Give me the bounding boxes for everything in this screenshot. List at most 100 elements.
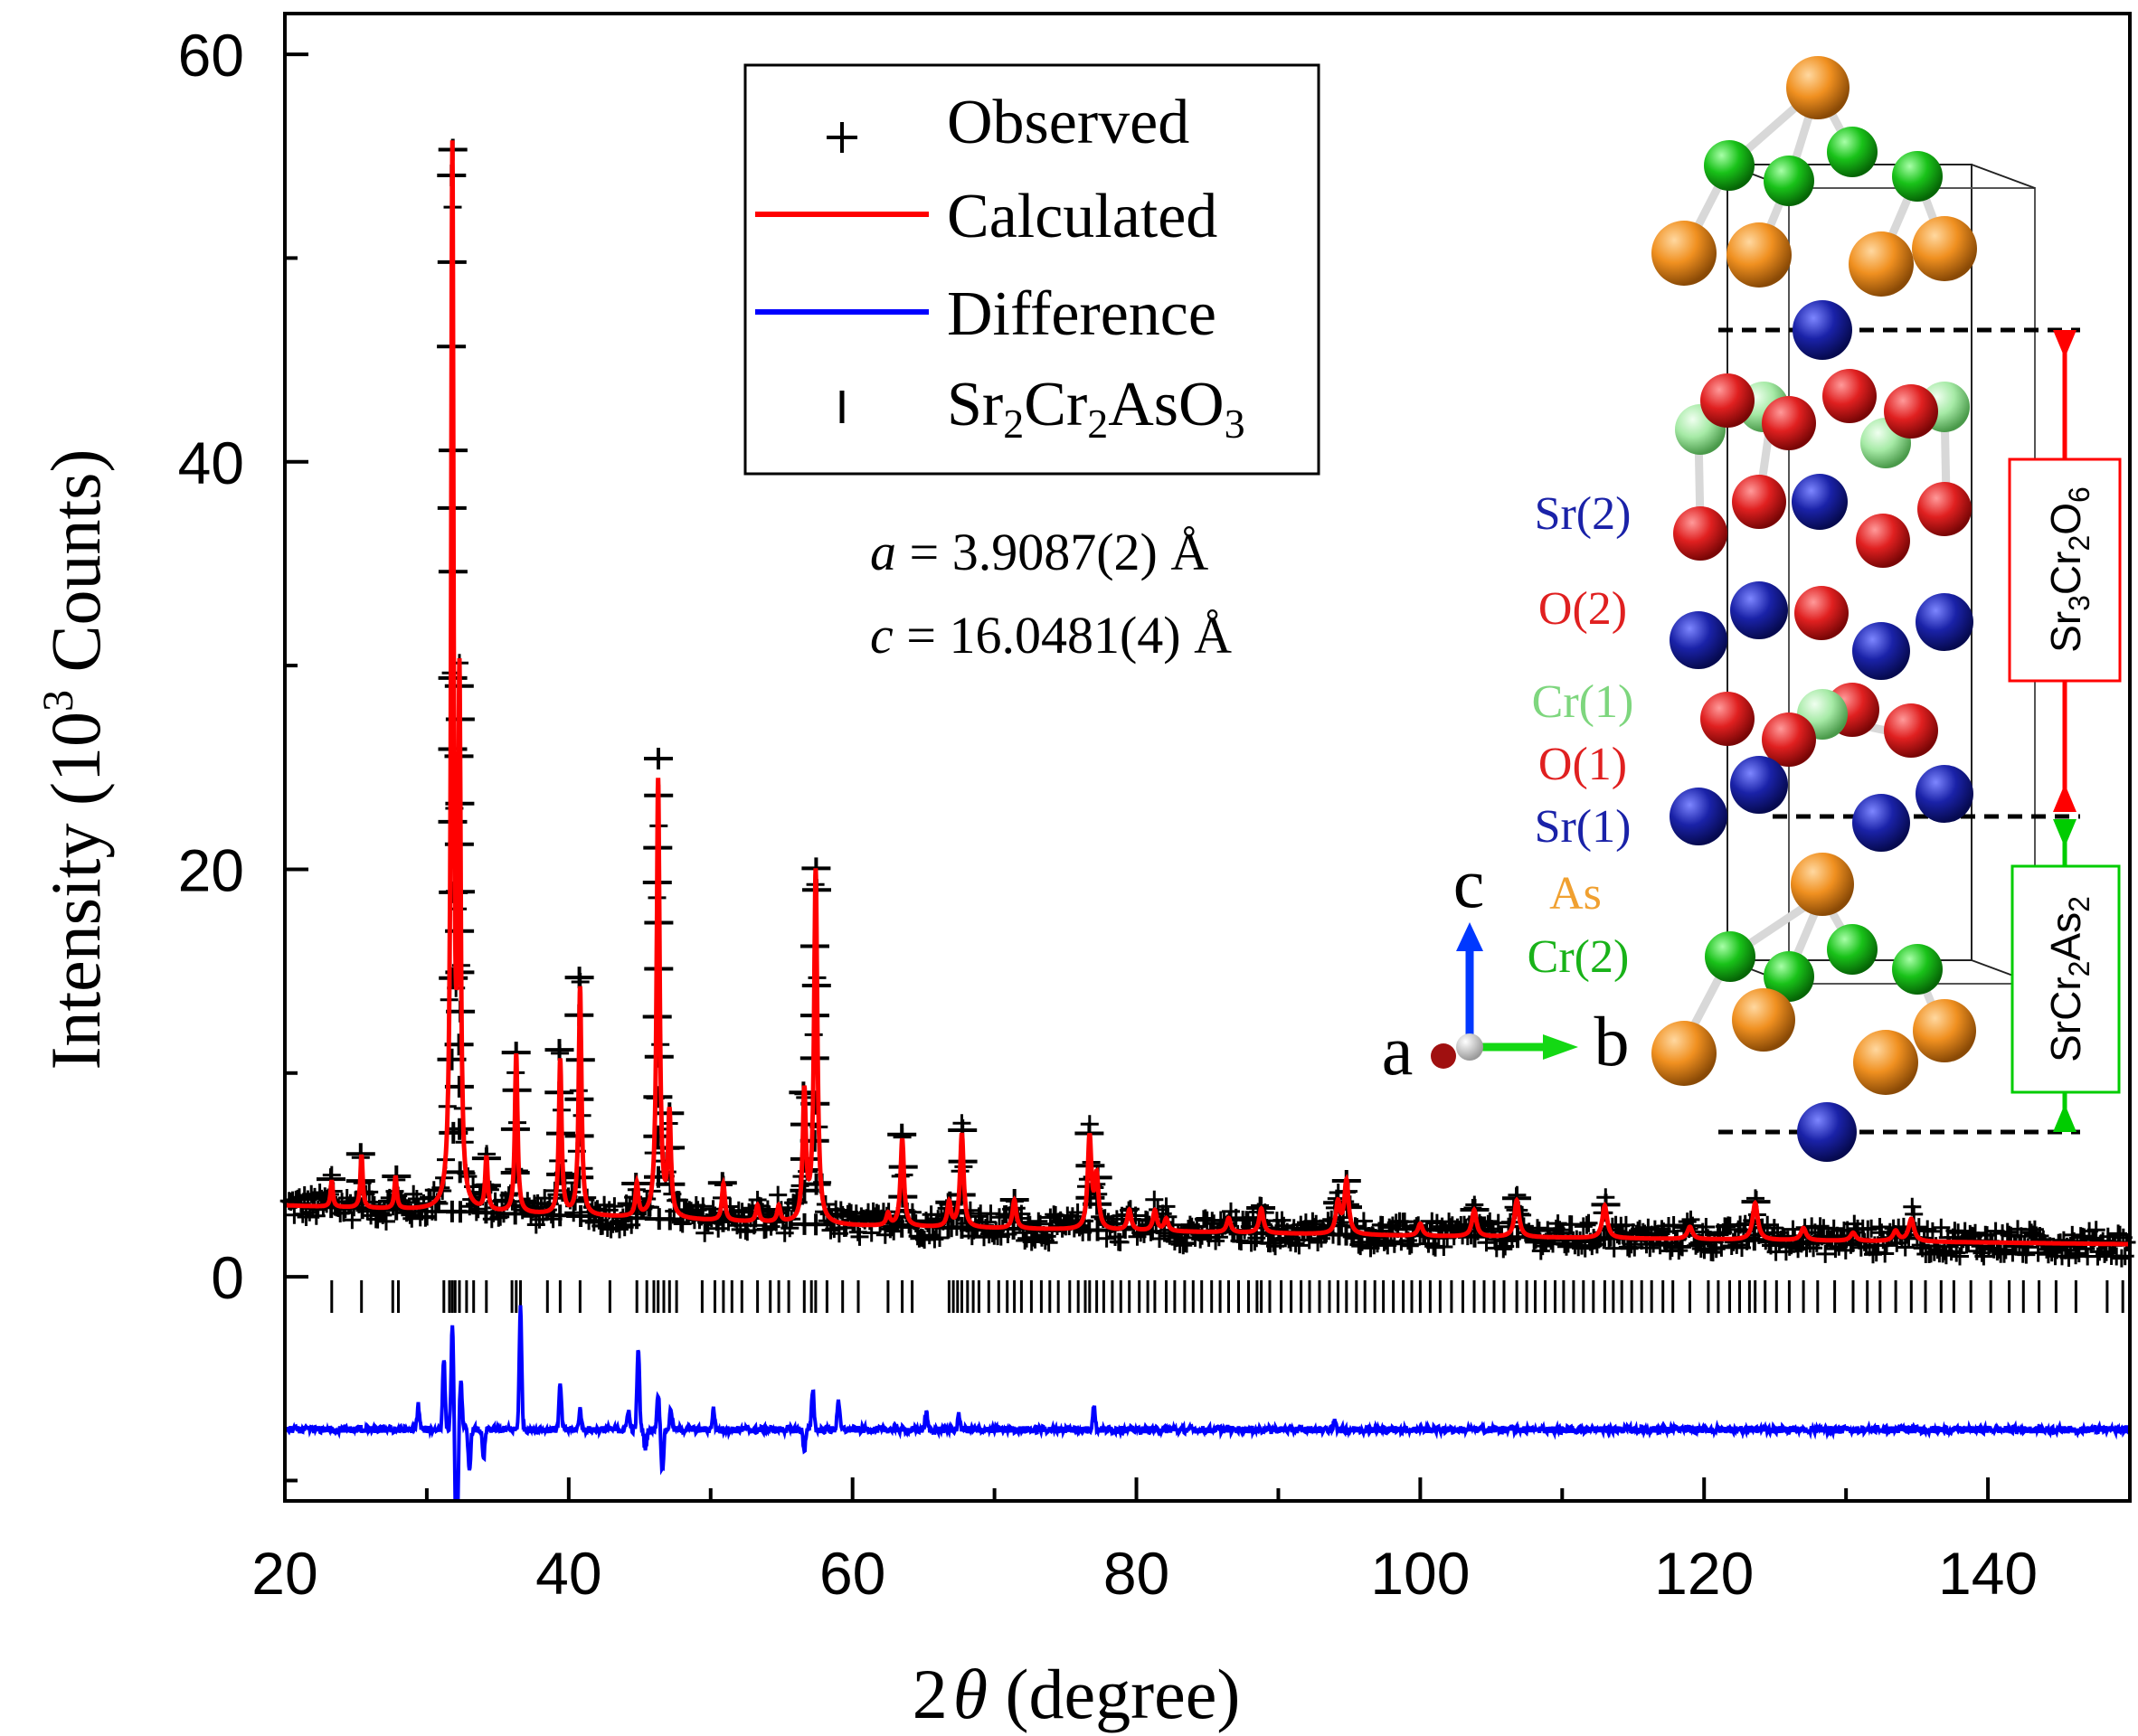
sr-atom [1852,622,1910,680]
axis-label-a: a [1382,1011,1414,1090]
observed-point [1434,1238,1453,1256]
observed-point [643,1086,673,1109]
observed-point [1932,1218,1951,1237]
atom-label-o1: O(1) [1538,739,1627,790]
atom-label-cr1: Cr(1) [1532,676,1634,728]
plot-frame [283,12,2132,1503]
observed-point [947,1217,977,1239]
legend-label-observed: Observed [947,88,1189,157]
observed-point [544,1039,574,1061]
observed-point [931,1229,949,1247]
observed-point [850,1227,869,1246]
observed-point [605,1197,624,1216]
observed-point [1174,1236,1193,1255]
observed-point [887,1215,917,1238]
sr-atom [1792,474,1848,530]
crystal-structure-inset: Sr3Cr2O6 SrCr2As2 Sr(2) O(2) Cr(1) O(1) … [1382,56,2122,1162]
observed-point [1712,1238,1731,1257]
observed-point [1903,1197,1922,1216]
legend: Observed Calculated Difference Sr2Cr2AsO… [743,63,1320,476]
axis-label-c: c [1453,844,1485,922]
observed-point [1577,1215,1596,1234]
sr-atom [1852,794,1910,852]
as-atom [1913,999,1976,1062]
sr-atom [1730,756,1788,814]
o-atom [1822,369,1877,423]
observed-point [1739,1229,1769,1251]
o-atom [1794,586,1849,640]
observed-point [1481,1212,1499,1231]
axis-origin-icon [1456,1033,1483,1061]
o-atom [1762,712,1816,767]
y-axis-title: Intensity (103 Counts) [34,449,115,1071]
atom-label-sr2: Sr(2) [1535,488,1632,540]
as-atom [1651,221,1717,286]
o-atom [1884,703,1938,758]
observed-point [1896,1238,1915,1257]
observed-point [1579,1213,1598,1232]
difference-line [286,1305,2132,1503]
observed-point [1783,1220,1802,1239]
srcr2as2-label-box [2010,864,2121,1094]
sr-atom [1793,300,1852,360]
x-tick-label: 60 [819,1540,885,1607]
observed-point [1097,1229,1116,1248]
observed-point [780,1219,799,1238]
o-atom [1673,506,1727,561]
observed-point [1039,1233,1058,1252]
cr2-atom [1827,127,1878,177]
x-tick-label: 120 [1654,1540,1754,1607]
sr-atom [1916,765,1973,823]
cr2-atom [1764,156,1814,206]
as-atom [1849,231,1914,297]
legend-label-reflections: Sr2Cr2AsO3 [947,370,1245,447]
srcr2as2-label: SrCr2As2 [2042,896,2095,1062]
observed-point [1286,1234,1305,1253]
observed-point [500,1203,530,1225]
sr-atom [1797,1102,1857,1162]
observed-point [1331,1223,1361,1246]
sr-atom [1670,788,1727,845]
observed-point [1290,1236,1309,1255]
as-atom [1791,853,1854,916]
observed-point [564,967,594,989]
axis-ticks: 20 40 60 80 100 120 140 0 20 40 60 [178,22,2132,1607]
sr3cr2o6-label-box [2008,458,2122,683]
x-axis-title: 2θ (degree) [913,1655,1241,1733]
observed-point [2086,1221,2105,1240]
cr2-atom [1827,924,1878,975]
observed-point [1589,1227,1619,1250]
y-tick-label: 0 [211,1244,244,1311]
o-atom [1917,482,1972,536]
o-atom [1884,384,1938,439]
as-atom [1912,216,1977,281]
observed-point [1157,1197,1176,1216]
observed-point [1664,1216,1683,1234]
observed-point [1400,1236,1419,1255]
observed-point [1309,1233,1328,1251]
cr2-atom [1892,944,1943,995]
observed-point [1673,1238,1692,1257]
observed-point [2017,1245,2036,1264]
observed-point [1816,1244,1835,1263]
sr3cr2o6-label: Sr3Cr2O6 [2042,486,2095,653]
observed-point [644,748,673,769]
lattice-a-annotation: a = 3.9087(2) Å [870,523,1208,581]
lattice-c-annotation: c = 16.0481(4) Å [870,606,1232,665]
observed-point [1966,1223,1984,1242]
cr2-atom [1892,151,1943,202]
difference-series [286,1305,2132,1503]
observed-point [695,1223,714,1242]
observed-point [566,1205,596,1227]
observed-point [694,1197,713,1216]
observed-point [1036,1231,1055,1250]
observed-point [1111,1232,1130,1251]
observed-point [1395,1212,1414,1231]
sr-atom [1670,611,1727,669]
cr2-atom [1764,951,1814,1002]
observed-point [1542,1231,1561,1250]
observed-point [1998,1222,2017,1241]
observed-point [1494,1240,1513,1259]
x-tick-label: 40 [535,1540,601,1607]
